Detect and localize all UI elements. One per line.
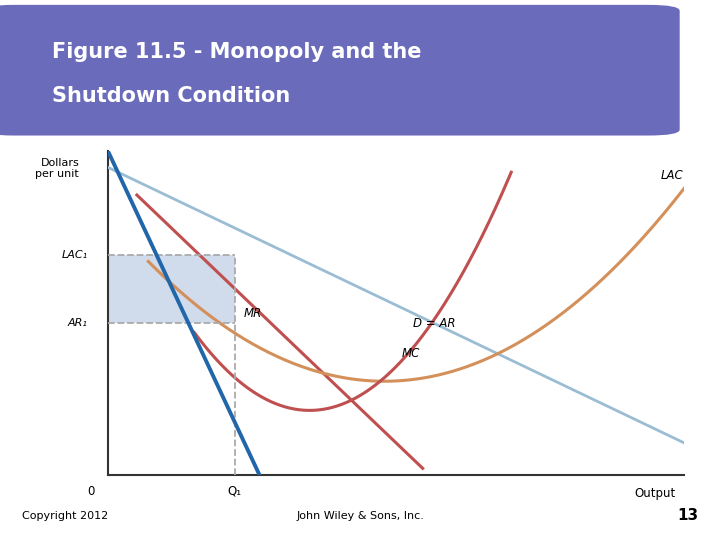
Text: 0: 0 (87, 485, 94, 498)
Text: D = AR: D = AR (413, 317, 456, 330)
Text: MR: MR (243, 307, 261, 320)
Text: Q₁: Q₁ (228, 485, 242, 498)
Text: John Wiley & Sons, Inc.: John Wiley & Sons, Inc. (296, 511, 424, 521)
Text: Shutdown Condition: Shutdown Condition (53, 86, 291, 106)
Text: LAC: LAC (661, 169, 684, 182)
Text: AR₁: AR₁ (68, 318, 88, 328)
Bar (108, 255, 235, 323)
FancyBboxPatch shape (0, 5, 680, 136)
Text: Copyright 2012: Copyright 2012 (22, 511, 108, 521)
Text: 13: 13 (678, 508, 698, 523)
Text: MC: MC (402, 347, 420, 360)
Text: Figure 11.5 - Monopoly and the: Figure 11.5 - Monopoly and the (53, 42, 422, 63)
Text: LAC₁: LAC₁ (62, 250, 88, 260)
Text: Output: Output (634, 487, 675, 500)
Text: Dollars
per unit: Dollars per unit (35, 158, 79, 179)
